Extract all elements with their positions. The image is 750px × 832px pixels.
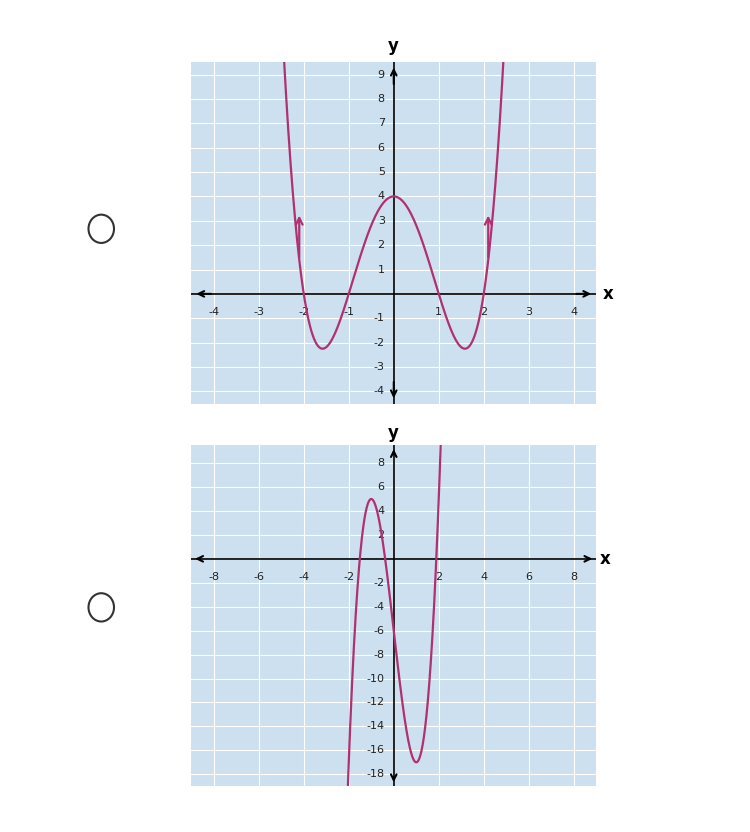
Text: 6: 6 [378,482,385,492]
Text: -4: -4 [374,602,385,612]
Text: -1: -1 [344,307,354,317]
Text: 2: 2 [377,530,385,540]
Text: -4: -4 [298,572,309,582]
Text: 4: 4 [570,307,578,317]
Text: -3: -3 [374,362,385,372]
Text: 4: 4 [377,191,385,201]
Text: -6: -6 [254,572,264,582]
Text: 8: 8 [570,572,578,582]
Text: -10: -10 [367,674,385,684]
Text: -2: -2 [298,307,309,317]
Text: 9: 9 [377,70,385,80]
Text: -16: -16 [367,745,385,755]
Text: -3: -3 [254,307,264,317]
Text: -12: -12 [367,697,385,707]
Text: -2: -2 [344,572,354,582]
Text: 4: 4 [480,572,488,582]
Text: -2: -2 [374,577,385,587]
Text: -4: -4 [374,386,385,396]
Text: 2: 2 [377,240,385,250]
Text: -1: -1 [374,313,385,324]
Text: x: x [600,550,610,567]
Text: -4: -4 [209,307,219,317]
Text: 7: 7 [377,118,385,128]
Text: -18: -18 [367,770,385,780]
Text: -6: -6 [374,626,385,636]
Text: y: y [388,423,399,442]
Text: -8: -8 [209,572,219,582]
Text: -2: -2 [374,338,385,348]
Text: 4: 4 [377,506,385,516]
Text: 6: 6 [525,572,532,582]
Text: y: y [388,37,399,55]
Text: -14: -14 [367,721,385,731]
Text: 5: 5 [378,167,385,177]
Text: -8: -8 [374,650,385,660]
Text: 2: 2 [435,572,442,582]
Text: 3: 3 [378,215,385,225]
Text: 8: 8 [377,94,385,104]
Text: 6: 6 [378,142,385,153]
Text: 1: 1 [435,307,442,317]
Text: 8: 8 [377,458,385,468]
Text: 1: 1 [378,265,385,275]
Text: 2: 2 [480,307,488,317]
Text: 3: 3 [525,307,532,317]
Text: x: x [603,285,613,303]
